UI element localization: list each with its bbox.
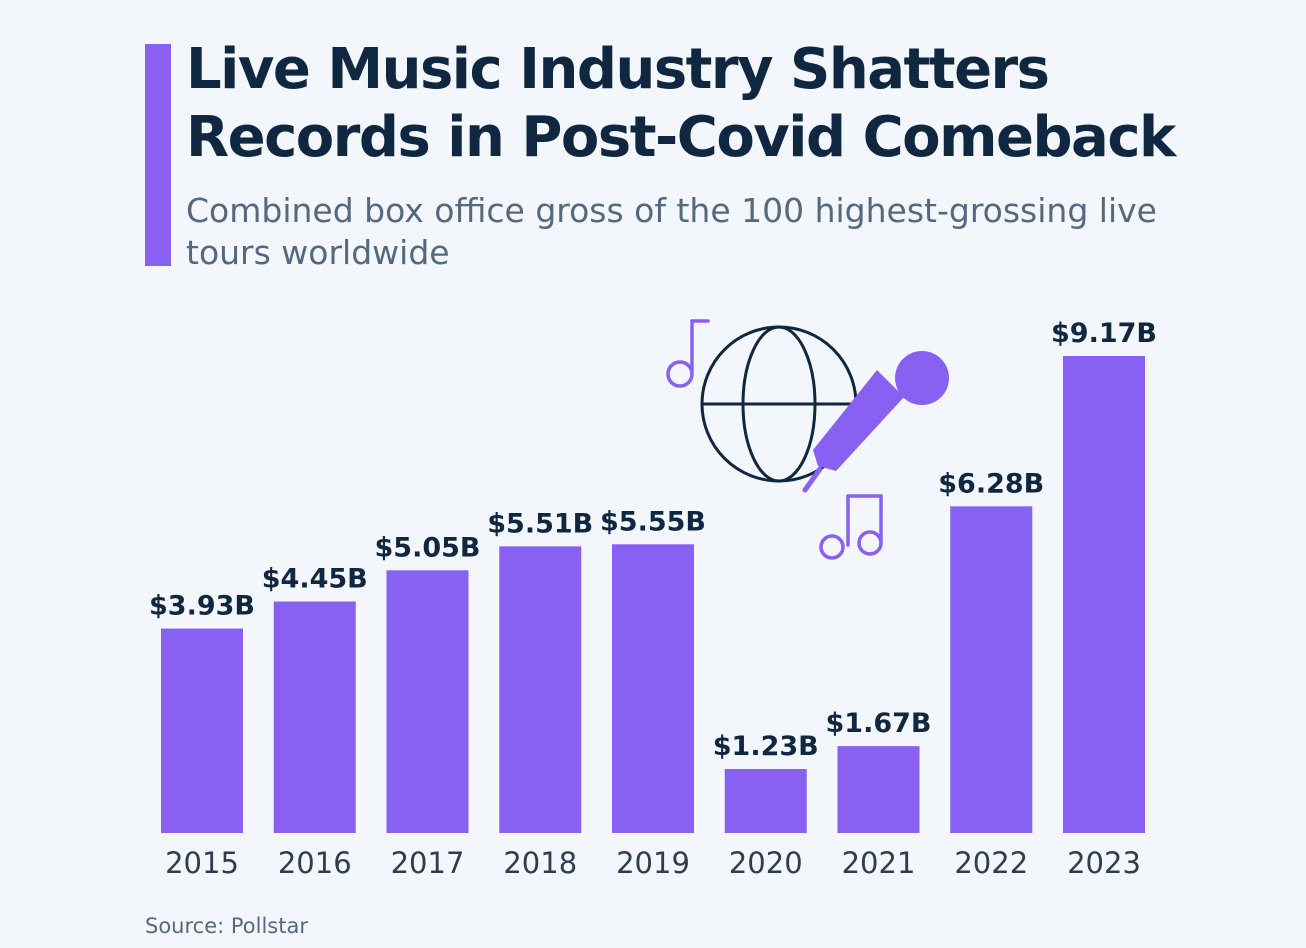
bar-2021 bbox=[837, 746, 920, 833]
x-tick-2015: 2015 bbox=[165, 846, 239, 880]
x-tick-2019: 2019 bbox=[616, 846, 690, 880]
bar-2015 bbox=[161, 628, 243, 833]
double-music-note-icon bbox=[819, 494, 883, 560]
x-tick-2017: 2017 bbox=[391, 846, 465, 880]
value-label-2018: $5.51B bbox=[487, 508, 593, 539]
value-label-2023: $9.17B bbox=[1051, 318, 1157, 349]
x-tick-2022: 2022 bbox=[954, 846, 1028, 880]
bar-2018 bbox=[499, 546, 582, 833]
chart-subtitle: Combined box office gross of the 100 hig… bbox=[186, 191, 1157, 272]
bar-2023 bbox=[1063, 356, 1145, 833]
bar-2017 bbox=[386, 570, 469, 833]
bar-2016 bbox=[273, 601, 356, 833]
bar-2020 bbox=[724, 769, 807, 833]
chart-title: Live Music Industry Shatters Records in … bbox=[186, 37, 1176, 170]
value-label-2020: $1.23B bbox=[713, 731, 819, 762]
x-tick-2016: 2016 bbox=[278, 846, 352, 880]
value-label-2021: $1.67B bbox=[826, 708, 932, 739]
bar-2022 bbox=[950, 506, 1033, 833]
microphone-icon bbox=[802, 350, 949, 493]
value-label-2015: $3.93B bbox=[149, 591, 255, 622]
x-tick-2023: 2023 bbox=[1067, 846, 1141, 880]
music-illustration bbox=[666, 319, 949, 560]
value-labels-layer: $3.93B$4.45B$5.05B$5.51B $5.55B $1.23B$1.6… bbox=[149, 318, 1157, 762]
x-tick-2021: 2021 bbox=[842, 846, 916, 880]
x-tick-2020: 2020 bbox=[729, 846, 803, 880]
value-label-2017: $5.05B bbox=[375, 532, 481, 563]
source-note: Source: Pollstar bbox=[145, 914, 308, 938]
x-tick-2018: 2018 bbox=[503, 846, 577, 880]
value-label-2022: $6.28B bbox=[938, 468, 1044, 499]
value-label-2019: $5.55B bbox=[600, 506, 706, 537]
bars-layer bbox=[161, 356, 1145, 833]
x-axis-tick-labels: 2015 2016 2017 2018 2019 2020 2021 2022 2023 bbox=[165, 846, 1141, 880]
title-accent-bar bbox=[145, 44, 171, 266]
music-note-icon bbox=[666, 319, 710, 388]
value-label-2016: $4.45B bbox=[262, 564, 368, 595]
bar-2019 bbox=[612, 544, 694, 833]
